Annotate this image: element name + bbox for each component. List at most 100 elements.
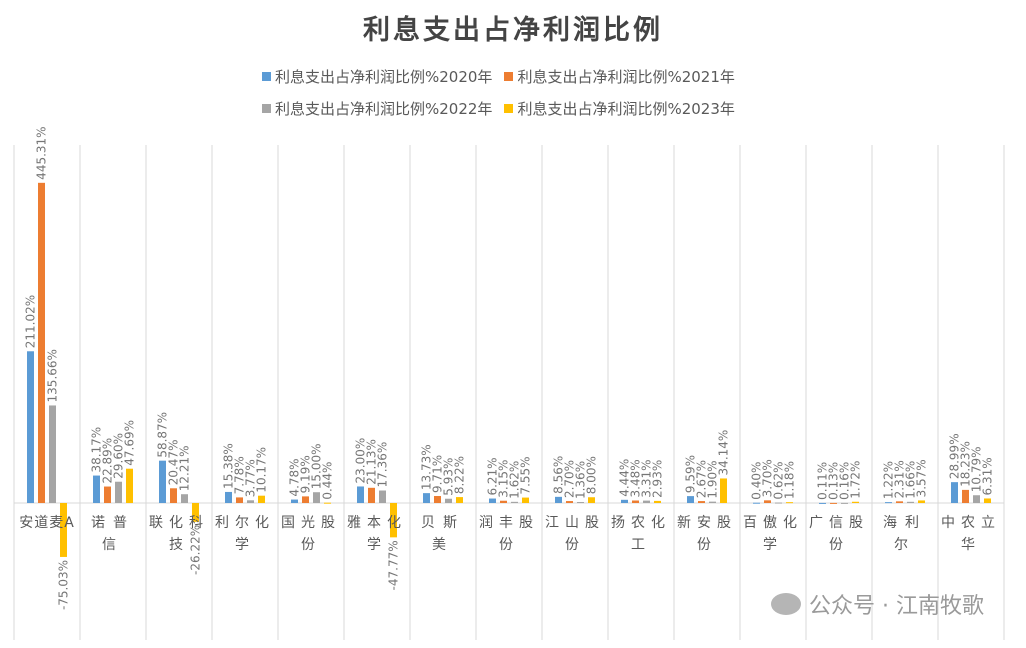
data-label: 6.21% xyxy=(486,457,500,495)
data-label: 4.78% xyxy=(288,458,302,496)
legend-item-2023: 利息支出占净利润比例%2023年 xyxy=(504,98,735,119)
data-label: -75.03% xyxy=(57,560,71,610)
bar-12-1 xyxy=(830,502,837,504)
category-label: 扬农化工 xyxy=(611,515,671,553)
data-label: 1.36% xyxy=(574,461,588,499)
data-label: 3.15% xyxy=(497,460,511,498)
bar-10-3 xyxy=(720,478,727,503)
bar-2-3 xyxy=(192,503,199,522)
category-label: 中农立华 xyxy=(941,515,1001,553)
category-label: 联化科技 xyxy=(149,515,209,553)
category-label: 贝斯美 xyxy=(421,515,465,553)
data-label: 3.57% xyxy=(915,459,929,497)
data-label: 3.48% xyxy=(629,459,643,497)
bar-1-2 xyxy=(115,481,122,503)
bar-14-2 xyxy=(973,495,980,503)
data-label: 47.69% xyxy=(123,420,137,466)
bar-3-0 xyxy=(225,491,232,503)
data-label: 2.67% xyxy=(695,460,709,498)
bar-1-1 xyxy=(104,486,111,503)
bar-2-1 xyxy=(170,488,177,503)
bar-4-1 xyxy=(302,496,309,503)
category-label: 海利尔 xyxy=(883,515,927,553)
data-label: 17.36% xyxy=(376,442,390,488)
data-label: 9.71% xyxy=(431,455,445,493)
bar-6-0 xyxy=(423,493,430,503)
bar-7-0 xyxy=(489,498,496,503)
data-label: 0.40% xyxy=(750,462,764,500)
category-label: 江山股份 xyxy=(545,515,605,553)
bar-13-1 xyxy=(896,501,903,503)
bar-5-1 xyxy=(368,487,375,503)
data-label: 21.13% xyxy=(365,439,379,485)
data-label: 8.00% xyxy=(585,456,599,494)
legend-label: 利息支出占净利润比例%2022年 xyxy=(275,100,493,118)
bar-4-0 xyxy=(291,499,298,503)
legend-row-2: 利息支出占净利润比例%2022年 利息支出占净利润比例%2023年 xyxy=(262,98,735,119)
bar-4-3 xyxy=(324,502,331,504)
bar-2-0 xyxy=(159,460,166,503)
data-label: 5.93% xyxy=(442,458,456,496)
bar-10-1 xyxy=(698,501,705,503)
data-label: 2.93% xyxy=(651,460,665,498)
legend-swatch xyxy=(262,104,271,113)
category-label: 安道麦A xyxy=(19,515,75,531)
legend-swatch xyxy=(504,72,514,81)
data-label: 15.38% xyxy=(222,443,236,489)
bar-8-2 xyxy=(577,502,584,504)
bar-3-3 xyxy=(258,495,265,503)
data-label: 9.19% xyxy=(299,455,313,493)
data-label: 8.56% xyxy=(552,456,566,494)
data-label: 34.14% xyxy=(717,430,731,476)
bar-0-2 xyxy=(49,405,56,503)
bar-5-2 xyxy=(379,490,386,503)
bar-7-1 xyxy=(500,500,507,503)
data-label: 10.79% xyxy=(970,446,984,492)
data-label: 29.60% xyxy=(112,433,126,479)
bar-6-3 xyxy=(456,497,463,503)
category-label: 新安股份 xyxy=(677,515,737,553)
data-label: 3.77% xyxy=(244,459,258,497)
bar-3-1 xyxy=(236,497,243,503)
data-label: 18.23% xyxy=(959,441,973,487)
data-label: 15.00% xyxy=(310,443,324,489)
data-label: 0.11% xyxy=(816,462,830,500)
bar-7-3 xyxy=(522,497,529,503)
legend-item-2022: 利息支出占净利润比例%2022年 xyxy=(262,98,492,119)
bar-12-3 xyxy=(852,501,859,503)
data-label: 0.44% xyxy=(321,462,335,500)
watermark: 公众号 · 江南牧歌 xyxy=(771,588,984,620)
data-label: 1.66% xyxy=(904,461,918,499)
bar-0-0 xyxy=(27,351,34,503)
data-label: 2.31% xyxy=(893,460,907,498)
bar-9-0 xyxy=(621,499,628,503)
category-label: 广信股份 xyxy=(809,515,869,553)
data-label: -47.77% xyxy=(387,540,401,590)
data-label: 23.00% xyxy=(354,438,368,484)
bar-6-1 xyxy=(434,496,441,503)
data-label: -26.22% xyxy=(189,525,203,575)
bar-11-3 xyxy=(786,502,793,504)
data-label: 0.13% xyxy=(827,462,841,500)
bar-14-3 xyxy=(984,498,991,503)
data-label: 10.17% xyxy=(255,447,269,493)
data-label: 1.72% xyxy=(849,461,863,499)
bar-11-2 xyxy=(775,502,782,504)
bar-11-1 xyxy=(764,500,771,503)
bar-14-0 xyxy=(951,482,958,503)
data-label: 211.02% xyxy=(24,295,38,348)
bar-11-0 xyxy=(753,502,760,504)
category-label: 润丰股份 xyxy=(479,515,539,553)
bar-2-2 xyxy=(181,494,188,503)
wechat-icon xyxy=(771,593,802,615)
bar-4-2 xyxy=(313,492,320,503)
bar-10-0 xyxy=(687,496,694,503)
bar-1-0 xyxy=(93,475,100,503)
data-label: 20.47% xyxy=(167,440,181,486)
bar-0-3 xyxy=(60,503,67,557)
data-label: 1.18% xyxy=(783,461,797,499)
legend-row-1: 利息支出占净利润比例%2020年 利息支出占净利润比例%2021年 xyxy=(262,66,735,87)
bar-1-3 xyxy=(126,468,133,503)
data-label: 6.31% xyxy=(981,457,995,495)
